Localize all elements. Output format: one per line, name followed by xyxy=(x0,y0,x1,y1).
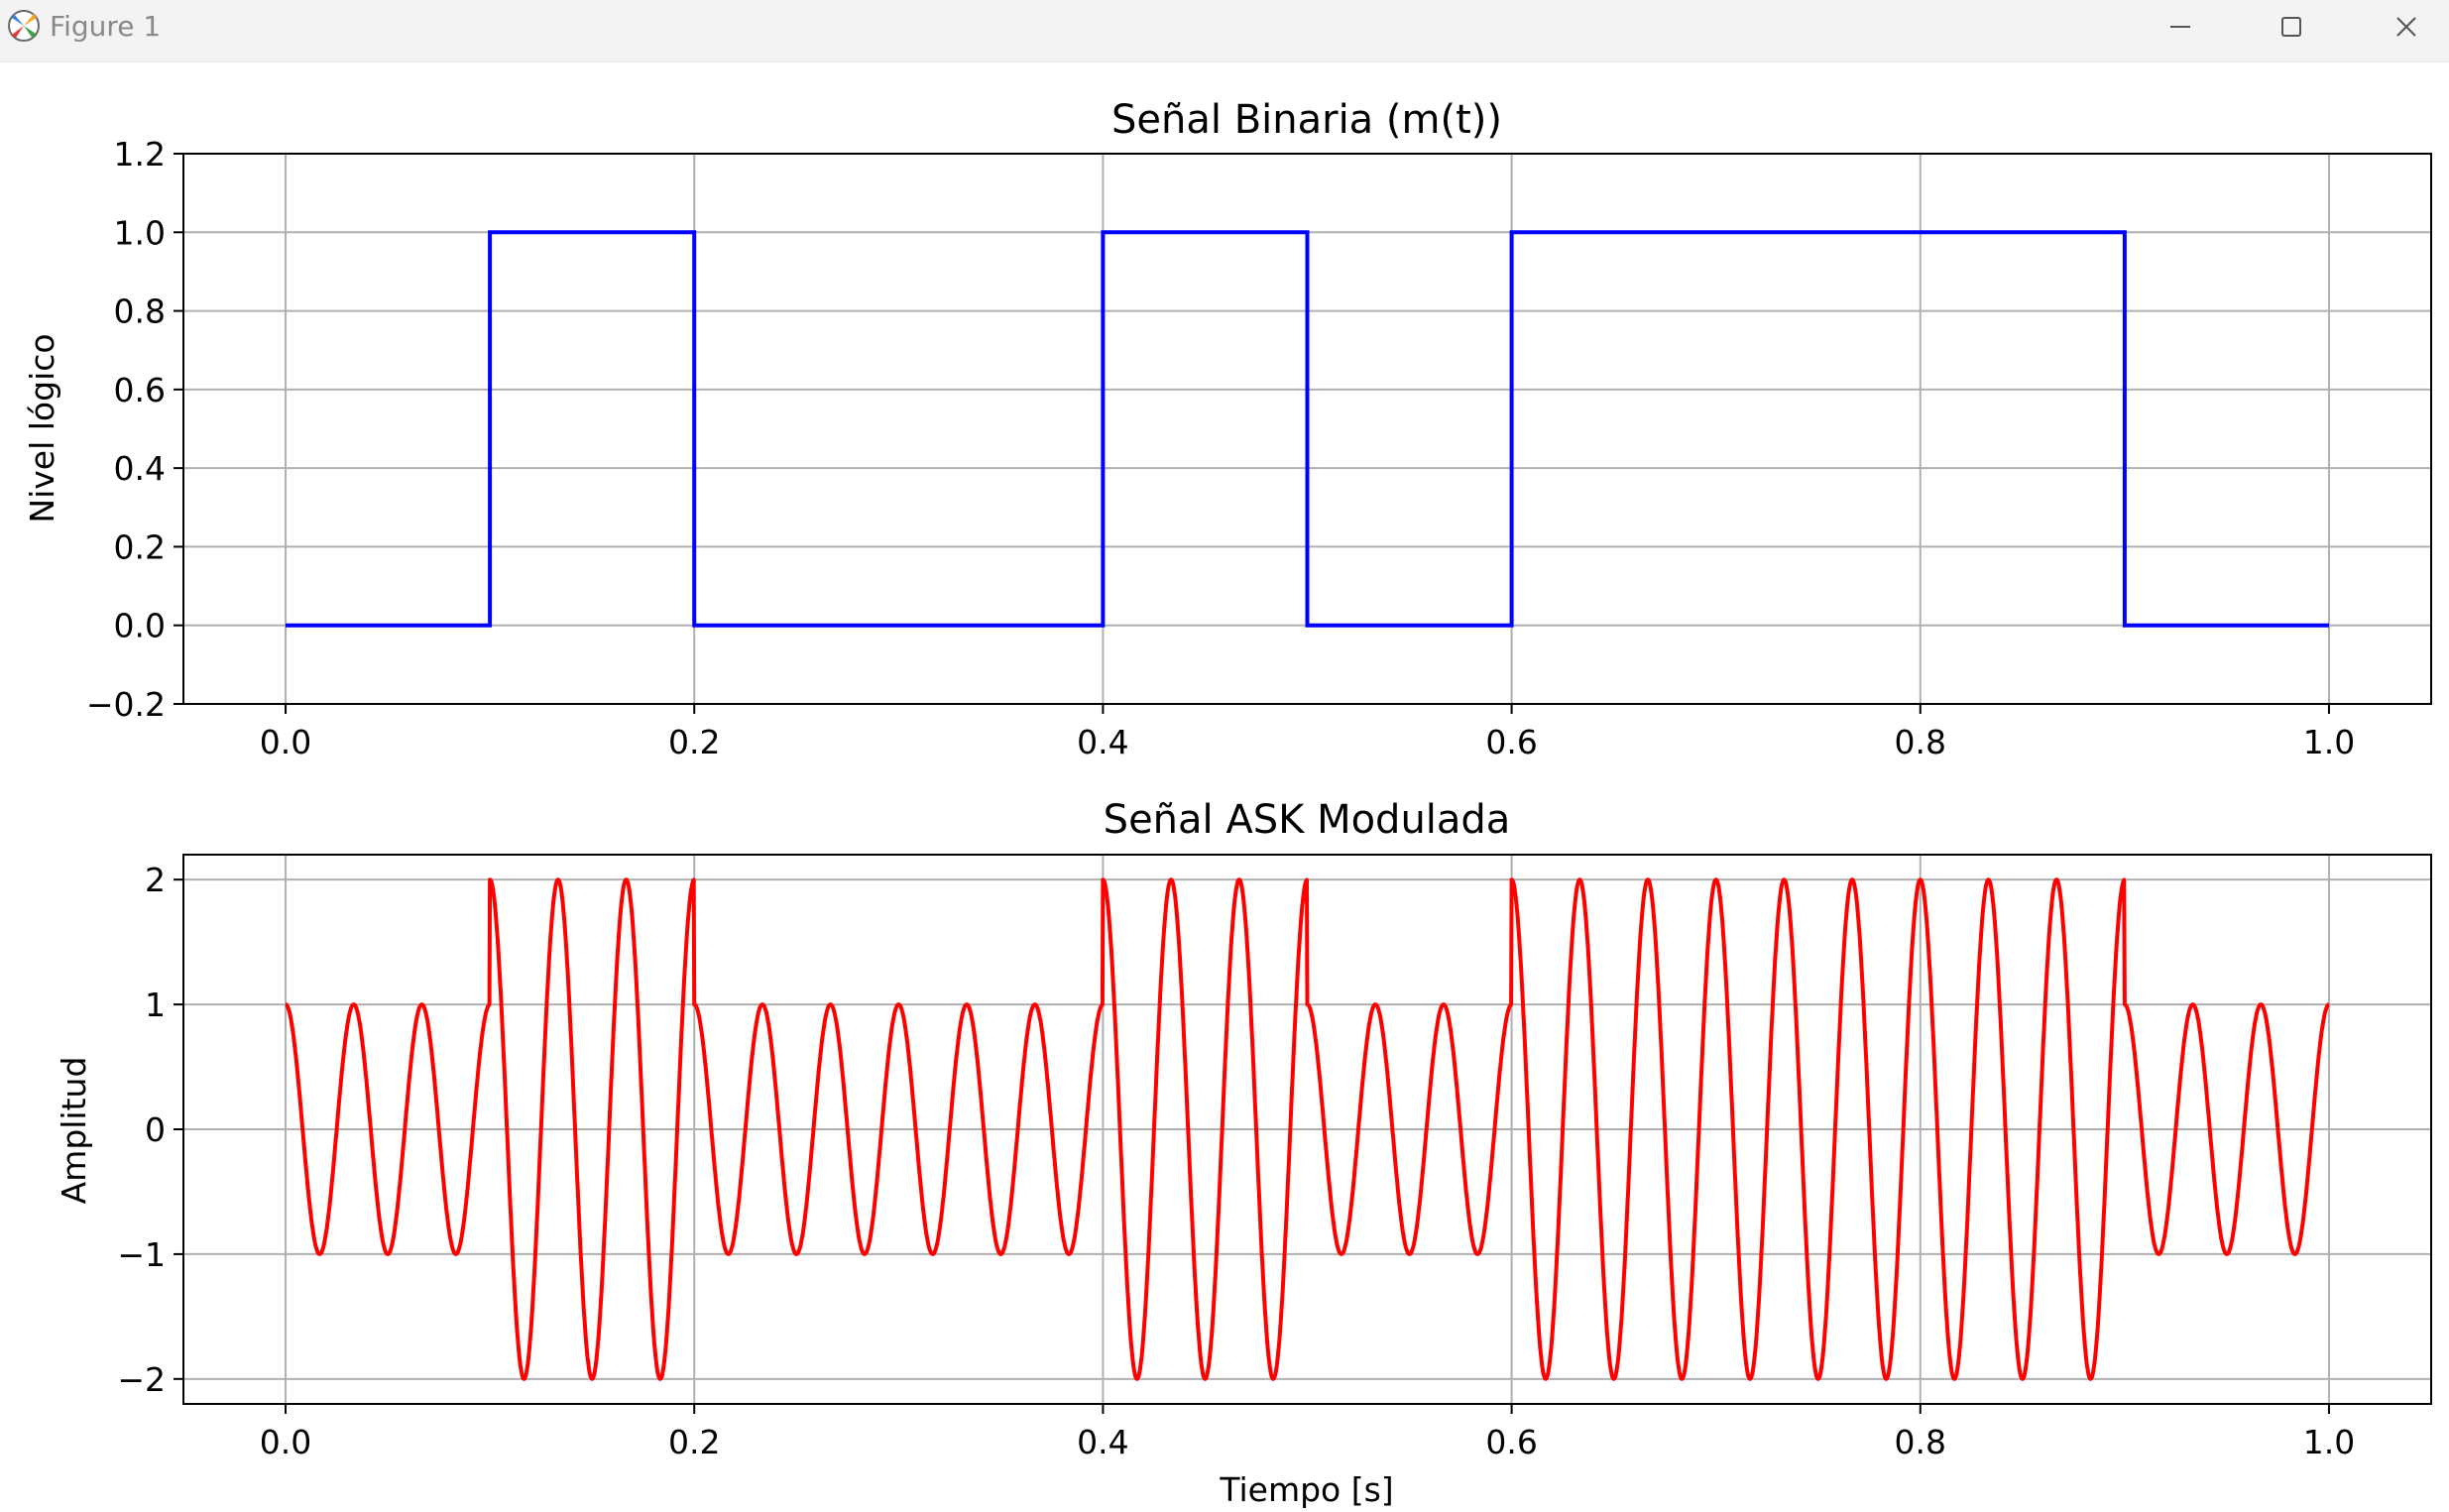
chart-title: Señal ASK Modulada xyxy=(1104,797,1511,843)
maximize-button[interactable] xyxy=(2237,0,2346,54)
x-tick-label: 0.8 xyxy=(1895,1423,1946,1461)
binary-signal-line xyxy=(286,230,2329,628)
matplotlib-icon xyxy=(8,10,40,42)
x-ticks: 0.0 0.2 0.4 0.6 0.8 1.0 xyxy=(260,1404,2355,1461)
y-tick-label: 0 xyxy=(145,1110,166,1149)
maximize-icon xyxy=(2281,17,2301,37)
axes-frame xyxy=(182,153,2432,705)
chart-title: Señal Binaria (m(t)) xyxy=(1111,97,1502,143)
y-tick-label: 1.2 xyxy=(114,135,166,174)
y-tick-label: 0.4 xyxy=(114,449,166,488)
x-tick-label: 0.2 xyxy=(668,723,720,761)
minimize-icon xyxy=(2170,26,2190,28)
title-bar: Figure 1 xyxy=(0,0,2449,62)
y-tick-label: −2 xyxy=(117,1360,166,1399)
y-tick-label: 0.8 xyxy=(114,292,166,331)
y-ticks: −2 −1 0 1 2 xyxy=(117,861,183,1399)
x-tick-label: 0.4 xyxy=(1077,1423,1128,1461)
y-ticks: −0.2 0.0 0.2 0.4 0.6 0.8 1.0 1.2 xyxy=(86,135,183,724)
series xyxy=(284,877,2331,1381)
x-tick-label: 0.2 xyxy=(668,1423,720,1461)
x-tick-label: 0.0 xyxy=(260,723,311,761)
y-tick-label: 0.0 xyxy=(114,607,166,645)
y-tick-label: −0.2 xyxy=(86,685,166,724)
y-tick-label: 0.2 xyxy=(114,527,166,566)
ask-signal-plot: 0.0 0.2 0.4 0.6 0.8 1.0 −2 −1 0 1 2 Señal ASK Mod… xyxy=(55,797,2432,1509)
x-tick-label: 1.0 xyxy=(2303,1423,2355,1461)
ask-signal-line xyxy=(284,877,2331,1381)
x-tick-label: 0.4 xyxy=(1077,723,1128,761)
x-ticks: 0.0 0.2 0.4 0.6 0.8 1.0 xyxy=(260,704,2355,761)
x-tick-label: 0.6 xyxy=(1485,723,1537,761)
x-axis-label: Tiempo [s] xyxy=(1219,1470,1393,1509)
y-axis-label: Nivel lógico xyxy=(23,333,61,523)
x-tick-label: 0.0 xyxy=(260,1423,311,1461)
x-tick-label: 1.0 xyxy=(2303,723,2355,761)
window-title: Figure 1 xyxy=(50,10,162,43)
y-tick-label: 1 xyxy=(145,986,166,1024)
y-axis-label: Amplitud xyxy=(55,1057,93,1205)
y-tick-label: 1.0 xyxy=(114,213,166,252)
binary-signal-plot: 0.0 0.2 0.4 0.6 0.8 1.0 −0.2 0.0 0.2 0.4 0.6 0.8 1.… xyxy=(23,97,2432,761)
y-tick-label: −1 xyxy=(117,1235,166,1274)
y-tick-label: 2 xyxy=(145,861,166,899)
series xyxy=(286,230,2329,628)
figure-canvas: 0.0 0.2 0.4 0.6 0.8 1.0 −0.2 0.0 0.2 0.4 0.6 0.8 1.… xyxy=(23,97,2432,1509)
close-button[interactable] xyxy=(2352,0,2449,54)
y-tick-label: 0.6 xyxy=(114,371,166,409)
minimize-button[interactable] xyxy=(2126,0,2235,54)
close-icon xyxy=(2396,17,2416,37)
x-tick-label: 0.8 xyxy=(1895,723,1946,761)
x-tick-label: 0.6 xyxy=(1485,1423,1537,1461)
